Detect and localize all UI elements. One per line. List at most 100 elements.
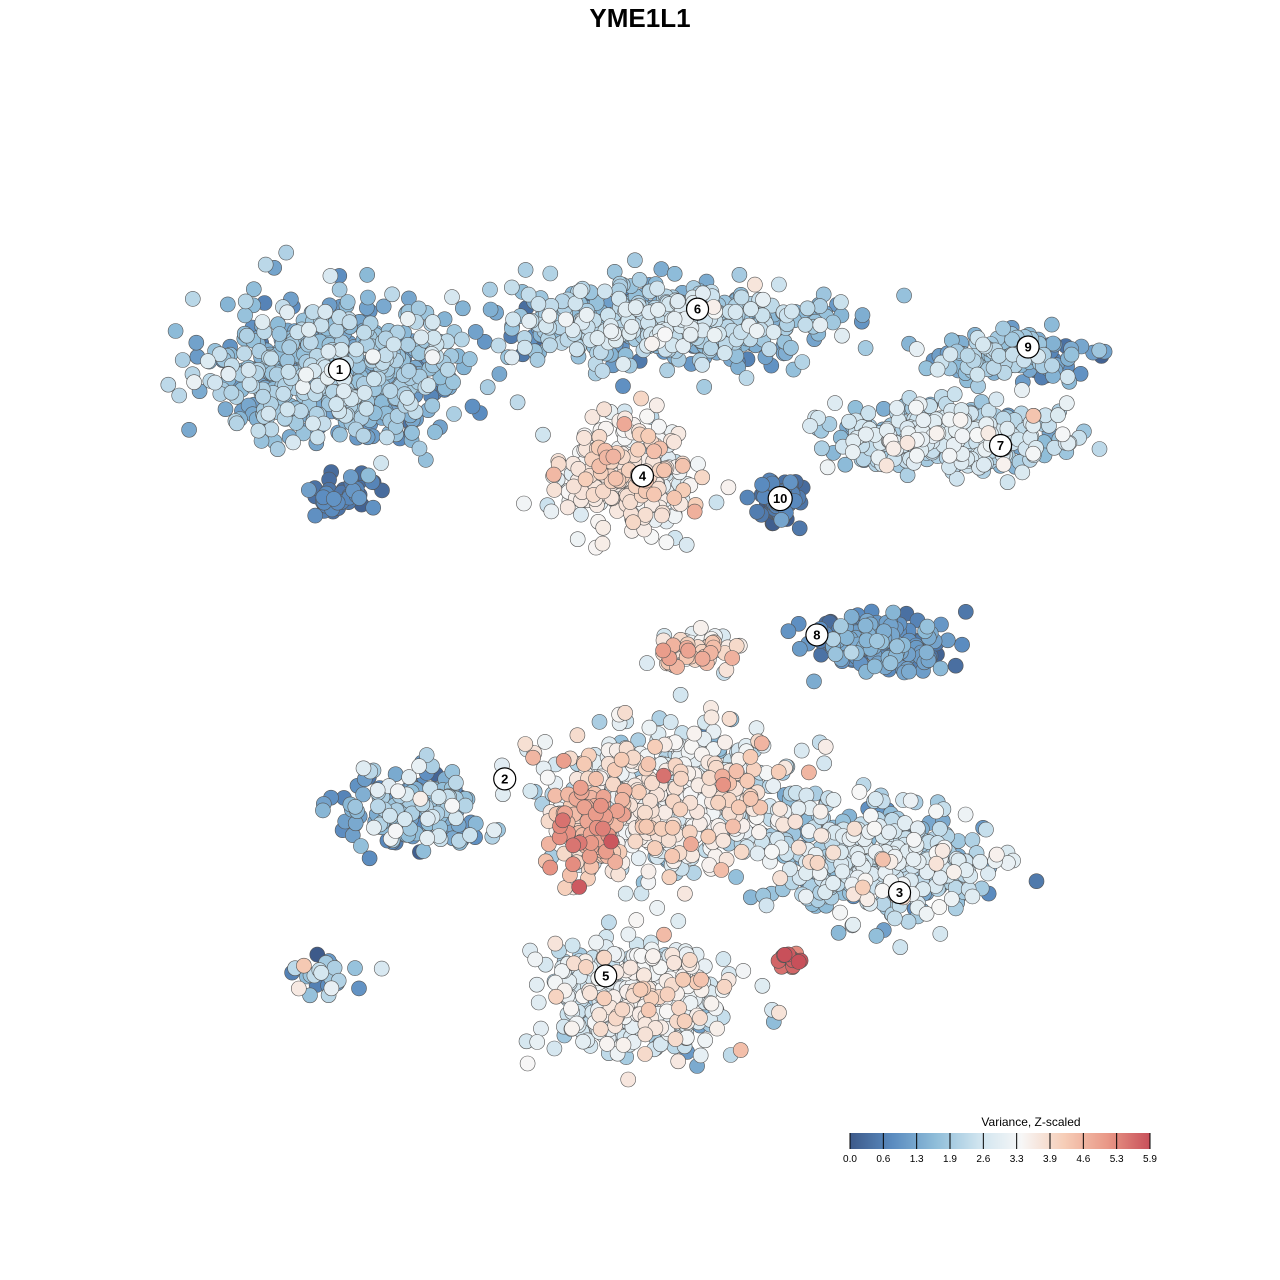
data-point — [543, 503, 560, 520]
data-point — [356, 324, 372, 341]
data-point — [530, 994, 547, 1011]
data-point — [680, 642, 697, 659]
data-point — [347, 798, 364, 815]
data-point — [399, 311, 416, 327]
data-point — [648, 397, 665, 414]
data-point — [694, 650, 711, 667]
data-point — [569, 727, 586, 744]
data-point — [517, 736, 534, 752]
data-point — [254, 314, 271, 330]
data-point — [323, 980, 340, 997]
data-point — [399, 389, 415, 406]
data-point — [382, 383, 399, 399]
data-point — [1059, 395, 1075, 412]
data-point — [834, 863, 851, 880]
data-point — [160, 376, 177, 393]
data-point — [490, 337, 507, 354]
legend-colorbar — [850, 1133, 1150, 1149]
data-point — [317, 303, 334, 320]
data-point — [576, 430, 592, 446]
data-point — [486, 822, 502, 839]
data-point — [857, 617, 874, 634]
data-point — [351, 980, 367, 997]
data-point — [843, 644, 860, 661]
data-point — [851, 784, 868, 800]
data-point — [999, 420, 1016, 437]
data-point — [185, 291, 201, 307]
data-point — [952, 412, 969, 428]
data-point — [617, 704, 633, 721]
data-point — [454, 300, 471, 317]
data-point — [275, 385, 292, 402]
data-point — [607, 470, 624, 487]
data-point — [686, 503, 703, 520]
data-point — [947, 657, 964, 674]
legend-tick-label: 5.3 — [1110, 1154, 1124, 1165]
data-point — [637, 804, 653, 821]
data-point — [300, 482, 317, 498]
data-point — [790, 839, 807, 856]
data-point — [315, 802, 331, 819]
data-point — [411, 758, 427, 774]
data-point — [1054, 426, 1071, 443]
data-point — [365, 499, 382, 516]
data-point — [328, 322, 345, 339]
data-point — [547, 935, 564, 952]
data-point — [353, 838, 369, 854]
data-point — [462, 827, 478, 843]
data-point — [541, 307, 558, 324]
data-point — [661, 869, 678, 886]
data-point — [902, 792, 919, 809]
data-point — [174, 352, 191, 368]
data-point — [653, 261, 670, 277]
data-point — [522, 783, 539, 799]
data-point — [972, 853, 988, 870]
data-point — [868, 928, 885, 944]
data-point — [790, 954, 807, 970]
data-point — [995, 456, 1012, 473]
data-point — [546, 1040, 563, 1057]
data-point — [595, 820, 611, 837]
data-point — [565, 856, 581, 873]
data-point — [931, 899, 948, 915]
data-point — [617, 885, 634, 902]
data-point — [616, 416, 633, 432]
data-point — [529, 351, 546, 368]
data-point — [594, 535, 611, 552]
data-point — [361, 850, 378, 867]
data-point — [640, 863, 657, 880]
data-point — [650, 301, 666, 318]
data-point — [696, 379, 713, 395]
data-point — [676, 1013, 693, 1030]
data-point — [832, 618, 849, 634]
data-point — [588, 934, 605, 951]
data-point — [331, 281, 348, 298]
data-point — [603, 833, 620, 850]
data-point — [482, 281, 498, 298]
data-point — [928, 855, 945, 872]
data-point — [728, 869, 744, 885]
data-point — [1044, 357, 1060, 374]
data-point — [692, 620, 709, 636]
data-point — [732, 1042, 749, 1058]
data-point — [239, 327, 255, 344]
data-point — [186, 374, 202, 391]
data-point — [672, 801, 689, 818]
data-point — [932, 869, 948, 886]
data-point — [683, 836, 699, 852]
data-point — [448, 774, 464, 791]
data-point — [639, 655, 655, 671]
color-legend: Variance, Z-scaled 0.0 0.6 1.3 1.9 2.6 3.3 3.9… — [843, 1115, 1157, 1165]
data-point — [575, 1033, 591, 1050]
data-point — [667, 1031, 684, 1047]
cluster-label-text: 2 — [501, 771, 508, 786]
data-point — [942, 346, 959, 363]
data-point — [548, 988, 564, 1005]
data-point — [188, 334, 205, 351]
data-point — [748, 323, 765, 339]
data-point — [269, 441, 286, 458]
data-point — [301, 321, 317, 338]
cluster-label-text: 5 — [602, 968, 609, 983]
data-point — [978, 821, 994, 838]
data-point — [528, 976, 545, 993]
